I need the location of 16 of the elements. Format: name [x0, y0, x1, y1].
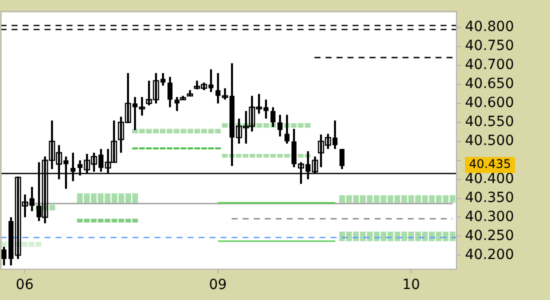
text: 40.435	[469, 157, 511, 172]
y-tick-label: 40.400	[465, 170, 514, 187]
x-tick-label: 06	[16, 277, 34, 294]
y-tick-label: 40.300	[465, 208, 514, 225]
y-tick-label: 40.550	[465, 114, 514, 130]
y-tick-label: 40.500	[465, 133, 514, 150]
y-tick-label: 40.750	[465, 38, 514, 54]
y-tick-label: 40.250	[465, 228, 514, 244]
y-tick-label: 40.350	[465, 190, 514, 206]
x-tick-label: 10	[402, 277, 420, 294]
y-tick-label: 40.650	[465, 76, 514, 92]
y-tick-label: 40.600	[465, 95, 514, 112]
x-tick-label: 09	[209, 277, 227, 294]
y-tick-label: 40.700	[465, 57, 514, 74]
y-tick-label: 40.800	[465, 19, 514, 36]
y-tick-label: 40.200	[465, 246, 514, 263]
